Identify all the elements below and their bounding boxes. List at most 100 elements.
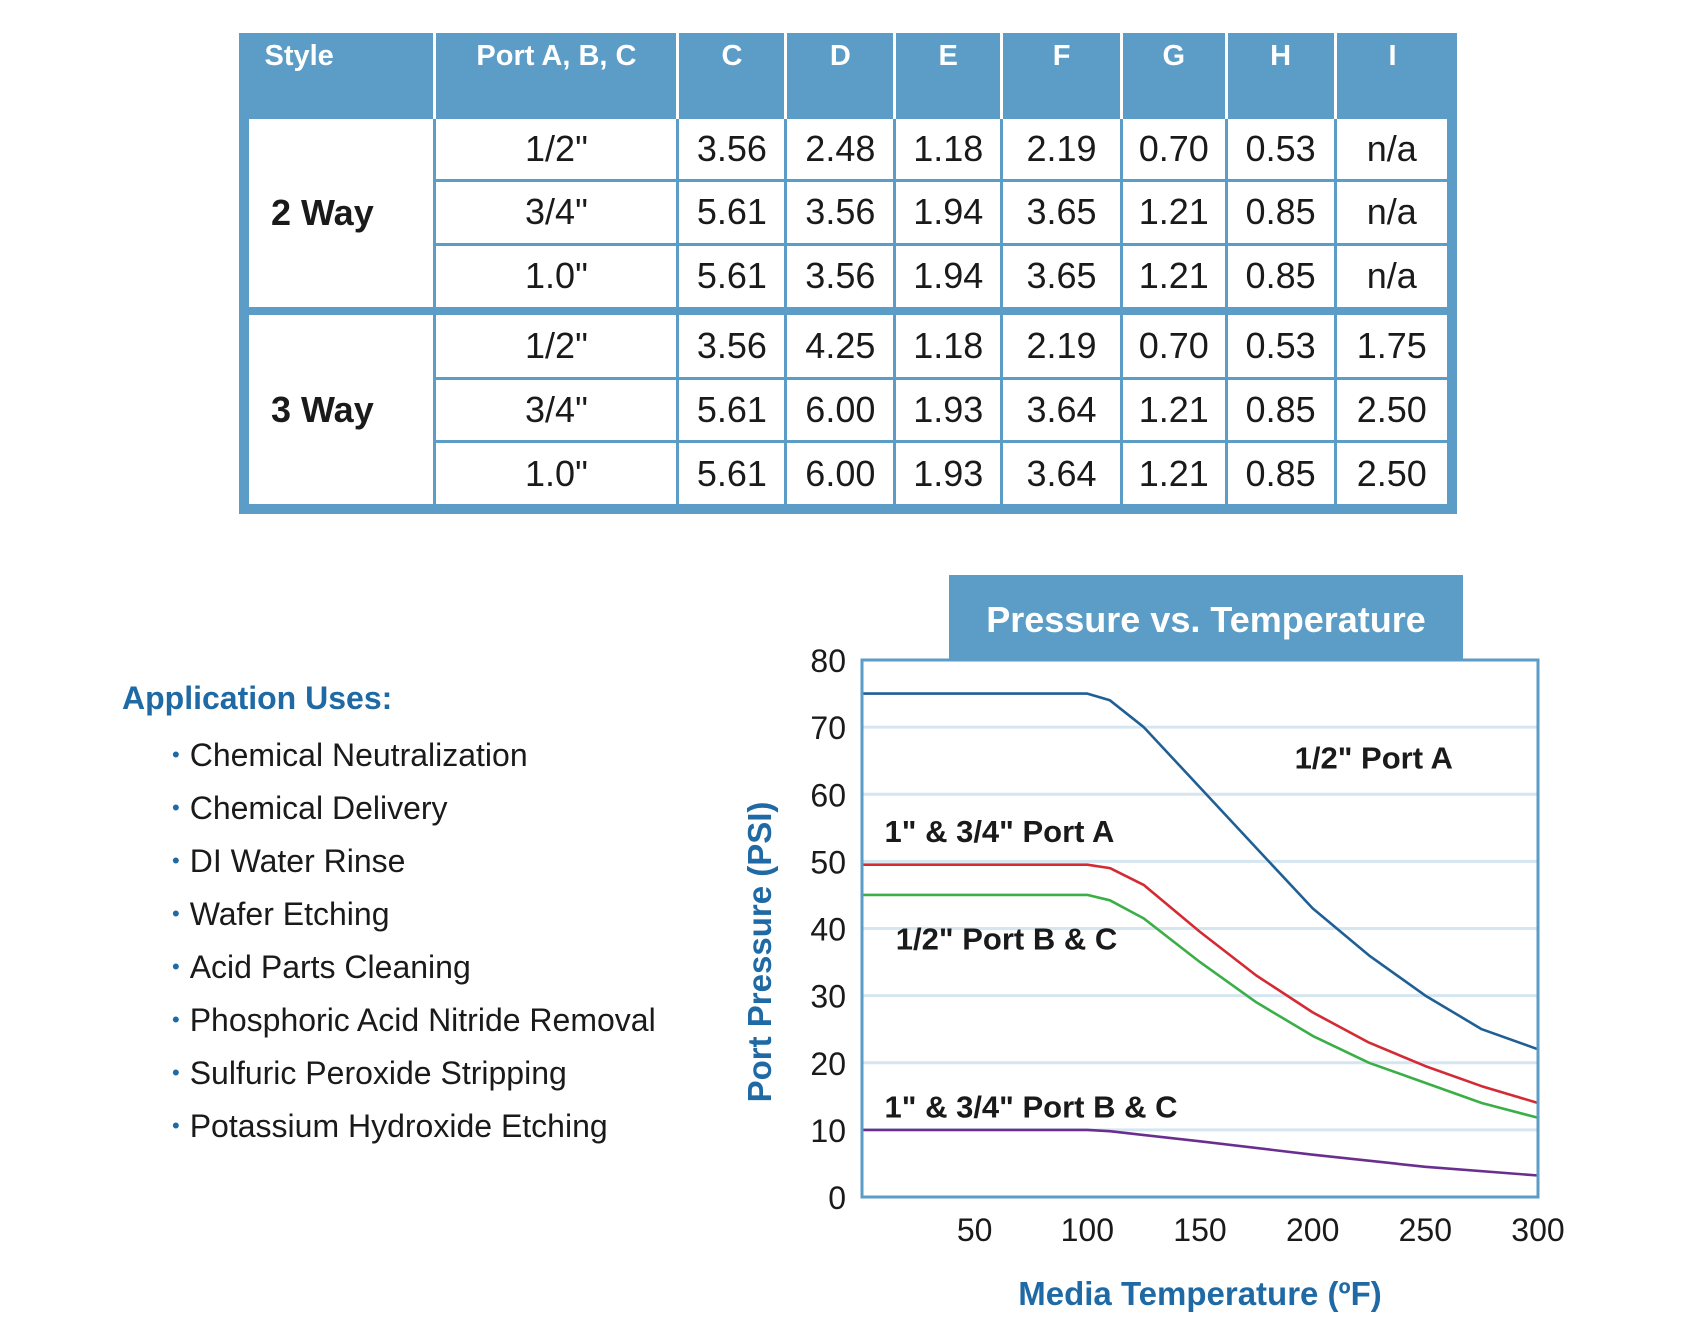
table-row: 3 Way 1/2" 3.56 4.25 1.18 2.19 0.70 0.53 1.75 (245, 307, 1451, 508)
table-header-cell: G (1120, 33, 1227, 117)
list-item-label: DI Water Rinse (189, 843, 406, 879)
bullet-icon: • (172, 1113, 180, 1138)
series-label: 1" & 3/4" Port B & C (885, 1089, 1178, 1124)
series-line (862, 1128, 1539, 1177)
table-cell: 1.94 (893, 179, 1004, 246)
table-cell: 1.75 (1333, 307, 1451, 380)
series-label: 1" & 3/4" Port A (885, 814, 1115, 849)
y-tick-label: 80 (810, 643, 846, 679)
series-line (862, 863, 1539, 1105)
table-cell: 0.70 (1120, 307, 1228, 380)
table-cell: 0.53 (1224, 307, 1337, 380)
table-header-cell: H (1224, 33, 1336, 117)
table-cell: 5.61 (676, 440, 788, 507)
series-line (862, 692, 1539, 1051)
x-tick-label: 150 (1173, 1212, 1226, 1248)
table-cell: n/a (1333, 242, 1451, 313)
list-item: • Chemical Delivery (172, 782, 656, 835)
list-item: • Sulfuric Peroxide Stripping (172, 1047, 656, 1100)
table-cell: n/a (1333, 115, 1451, 183)
table-cell: 5.61 (676, 179, 788, 246)
bullet-icon: • (172, 954, 180, 979)
table-row: 1.0" 5.61 3.56 1.94 3.65 1.21 0.85 n/a (248, 242, 1451, 313)
y-tick-label: 70 (810, 710, 846, 746)
application-uses-title: Application Uses: (122, 680, 393, 716)
style-cell: 2 Way (245, 115, 437, 313)
table-header-cell: Port A, B, C (433, 33, 678, 117)
list-item: • Wafer Etching (172, 888, 656, 941)
list-item-label: Chemical Delivery (189, 790, 448, 826)
table-cell: 1.94 (893, 242, 1004, 313)
table-row: 2 Way 1/2" 3.56 2.48 1.18 2.19 0.70 0.53 n/a (245, 115, 1451, 313)
table-cell: 1.18 (893, 115, 1004, 183)
x-tick-label: 300 (1511, 1212, 1564, 1248)
list-item: • Acid Parts Cleaning (172, 941, 656, 994)
list-item: • DI Water Rinse (172, 835, 656, 888)
table-header-cell: D (784, 33, 895, 117)
series-label: 1/2" Port B & C (896, 922, 1117, 957)
application-uses-list: • Chemical Neutralization • Chemical Delive… (122, 729, 656, 1153)
table-cell: 3.56 (784, 242, 897, 313)
list-item-label: Sulfuric Peroxide Stripping (189, 1055, 567, 1091)
y-tick-label: 50 (810, 844, 846, 880)
table-cell: 0.53 (1224, 115, 1337, 183)
table-header-cell: E (893, 33, 1002, 117)
table-cell: 3.64 (1000, 440, 1123, 507)
y-tick-label: 30 (810, 979, 846, 1015)
table-cell: 1.21 (1120, 179, 1228, 246)
x-tick-label: 250 (1399, 1212, 1452, 1248)
table-cell: 3/4" (433, 179, 680, 246)
table-header-cell: C (676, 33, 786, 117)
table-body: 2 Way 1/2" 3.56 2.48 1.18 2.19 0.70 0.53 n/a 3/4"… (245, 115, 1451, 508)
table-cell: 0.85 (1224, 179, 1337, 246)
table-header-cell: Style (247, 33, 435, 117)
x-tick-label: 100 (1061, 1212, 1114, 1248)
table-row: 3/4" 5.61 6.00 1.93 3.64 1.21 0.85 2.50 (248, 376, 1451, 444)
table-cell: 1.18 (893, 307, 1004, 380)
table-cell: 5.61 (676, 242, 788, 313)
table-cell: 3.56 (676, 115, 788, 183)
bullet-icon: • (172, 742, 180, 767)
chart-title-banner (949, 575, 1463, 660)
table-cell: 1.0" (433, 242, 680, 313)
list-item-label: Wafer Etching (189, 896, 390, 932)
table-cell: 3.56 (784, 179, 897, 246)
table-cell: 2.48 (784, 115, 897, 183)
table-cell: 0.70 (1120, 115, 1228, 183)
table-cell: 2.19 (1000, 307, 1123, 380)
table-cell: 4.25 (784, 307, 897, 380)
list-item-label: Potassium Hydroxide Etching (189, 1108, 608, 1144)
table-cell: 3.65 (1000, 242, 1123, 313)
y-tick-label: 60 (810, 777, 846, 813)
list-item: • Chemical Neutralization (172, 729, 656, 782)
table-header-cell: F (1000, 33, 1122, 117)
application-uses: Application Uses: • Chemical Neutralizati… (122, 680, 656, 1153)
list-item-label: Phosphoric Acid Nitride Removal (189, 1002, 656, 1038)
plot-frame (860, 658, 1540, 1199)
table-cell: 0.85 (1224, 242, 1337, 313)
table-cell: 2.19 (1000, 115, 1123, 183)
y-axis-label: Port Pressure (PSI) (741, 802, 778, 1103)
table-cell: 2.50 (1333, 440, 1451, 507)
table-cell: 1.21 (1120, 242, 1228, 313)
style-cell: 3 Way (245, 307, 437, 508)
table-cell: 1/2" (433, 115, 680, 183)
table-cell: 1.0" (433, 440, 680, 507)
series-line (862, 893, 1539, 1120)
chart-title: Pressure vs. Temperature (986, 599, 1426, 640)
table-cell: 1/2" (433, 307, 680, 380)
bullet-icon: • (172, 795, 180, 820)
list-item-label: Acid Parts Cleaning (189, 949, 471, 985)
table-cell: 3.65 (1000, 179, 1123, 246)
y-tick-label: 20 (810, 1046, 846, 1082)
y-tick-label: 40 (810, 912, 846, 948)
list-item: • Potassium Hydroxide Etching (172, 1100, 656, 1153)
list-item: • Phosphoric Acid Nitride Removal (172, 994, 656, 1047)
table-cell: 0.85 (1224, 440, 1337, 507)
x-tick-label: 200 (1286, 1212, 1339, 1248)
table-cell: 6.00 (784, 440, 897, 507)
